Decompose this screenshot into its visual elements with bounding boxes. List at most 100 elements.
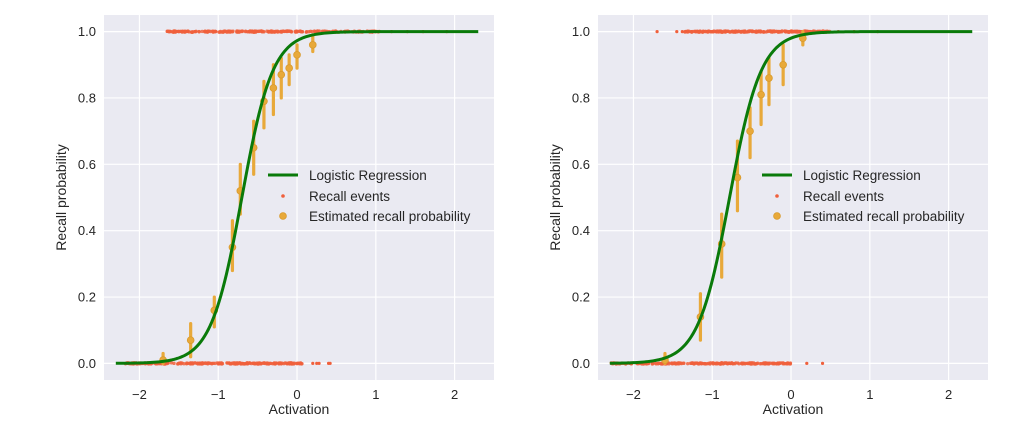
recall-event-point xyxy=(650,362,655,366)
recall-event-point xyxy=(291,361,295,366)
plot-area xyxy=(598,15,988,380)
x-tick-label: −1 xyxy=(211,387,226,402)
recall-event-point xyxy=(701,29,705,33)
recall-event-point xyxy=(778,361,782,365)
recall-event-point xyxy=(743,30,748,34)
x-tick-label: 0 xyxy=(293,387,300,402)
recall-event-point xyxy=(177,29,181,34)
recall-event-point xyxy=(761,30,766,34)
recall-event-point xyxy=(686,29,690,33)
left-panel: −2 −1 0 1 2 0.0 0.2 0.4 0.6 0.8 1.0 Activation Recal… xyxy=(53,15,494,417)
recall-event-point xyxy=(300,29,305,34)
recall-event-point xyxy=(182,361,186,366)
y-axis-title: Recall probability xyxy=(53,144,69,251)
recall-event-point xyxy=(317,361,321,366)
estimated-recall-point xyxy=(765,74,773,82)
recall-event-point xyxy=(683,29,687,34)
recall-event-point xyxy=(656,361,660,366)
recall-event-point xyxy=(719,30,724,34)
recall-event-point xyxy=(715,29,720,33)
recall-event-point xyxy=(672,361,676,365)
recall-event-point xyxy=(724,29,728,34)
recall-event-point xyxy=(752,362,757,366)
recall-event-point xyxy=(185,29,189,34)
estimated-recall-point xyxy=(186,336,195,344)
y-tick-label: 0.6 xyxy=(78,157,96,172)
recall-event-point xyxy=(780,30,784,34)
estimated-recall-point xyxy=(285,64,293,72)
recall-event-point xyxy=(227,361,231,365)
recall-event-point xyxy=(253,362,258,366)
recall-event-point xyxy=(166,29,171,33)
recall-event-point xyxy=(675,29,679,34)
recall-event-point xyxy=(217,361,221,365)
legend-events-label: Recall events xyxy=(309,189,390,204)
recall-event-point xyxy=(783,362,788,366)
recall-event-point xyxy=(247,361,252,365)
recall-event-point xyxy=(230,361,235,365)
recall-event-point xyxy=(233,362,237,366)
recall-event-point xyxy=(680,29,684,34)
recall-event-point xyxy=(739,30,744,34)
recall-event-point xyxy=(728,30,732,34)
y-tick-label: 1.0 xyxy=(572,24,590,39)
recall-event-point xyxy=(169,361,174,365)
legend-events-swatch xyxy=(281,194,285,198)
recall-event-point xyxy=(750,29,754,34)
y-tick-label: 0.6 xyxy=(572,157,590,172)
legend-fit-label: Logistic Regression xyxy=(309,168,427,183)
recall-event-point xyxy=(273,361,278,365)
recall-event-point xyxy=(254,29,258,34)
recall-event-point xyxy=(706,361,710,366)
recall-event-point xyxy=(316,29,320,33)
y-tick-label: 0.0 xyxy=(572,356,590,371)
recall-event-point xyxy=(200,29,204,34)
recall-event-point xyxy=(788,362,793,366)
recall-event-point xyxy=(179,362,183,366)
legend-estimated-swatch xyxy=(773,212,781,220)
y-tick-label: 0.8 xyxy=(78,90,96,105)
x-tick-label: −2 xyxy=(132,387,147,402)
recall-event-point xyxy=(693,361,697,365)
recall-event-point xyxy=(245,361,249,365)
recall-event-point xyxy=(248,29,253,34)
recall-event-point xyxy=(174,29,178,34)
legend: Logistic Regression Recall events Estimate… xyxy=(762,168,965,224)
recall-event-point xyxy=(265,361,270,365)
recall-event-point xyxy=(304,30,308,34)
recall-event-point xyxy=(747,361,752,365)
recall-event-point xyxy=(685,361,690,366)
recall-event-point xyxy=(269,29,274,33)
recall-event-point xyxy=(206,29,210,33)
recall-event-point xyxy=(262,30,266,34)
recall-event-point xyxy=(776,30,780,34)
recall-event-point xyxy=(193,29,197,34)
estimated-recall-point xyxy=(779,60,787,69)
y-tick-label: 0.8 xyxy=(572,90,590,105)
y-tick-label: 0.0 xyxy=(78,356,96,371)
recall-event-point xyxy=(730,361,734,365)
recall-event-point xyxy=(203,29,207,33)
recall-event-point xyxy=(197,30,201,34)
x-tick-label: 1 xyxy=(372,387,379,402)
recall-event-point xyxy=(208,361,212,366)
y-tick-label: 0.4 xyxy=(78,223,96,238)
recall-event-point xyxy=(731,29,735,34)
x-tick-label: 2 xyxy=(945,387,952,402)
legend-fit-label: Logistic Regression xyxy=(803,168,921,183)
recall-event-point xyxy=(213,29,217,34)
recall-event-point xyxy=(245,30,250,34)
recall-event-point xyxy=(702,362,707,366)
recall-event-point xyxy=(791,30,796,34)
right-panel: −2 −1 0 1 2 0.0 0.2 0.4 0.6 0.8 1.0 Activation Recal… xyxy=(547,15,988,417)
legend-estimated-swatch xyxy=(279,212,287,220)
recall-event-point xyxy=(311,361,315,366)
recall-event-point xyxy=(758,362,762,366)
recall-event-point xyxy=(787,30,791,34)
y-tick-label: 0.2 xyxy=(572,290,590,305)
recall-event-point xyxy=(181,29,185,34)
x-tick-label: −1 xyxy=(705,387,720,402)
recall-event-point xyxy=(195,361,199,366)
recall-event-point xyxy=(715,362,719,366)
